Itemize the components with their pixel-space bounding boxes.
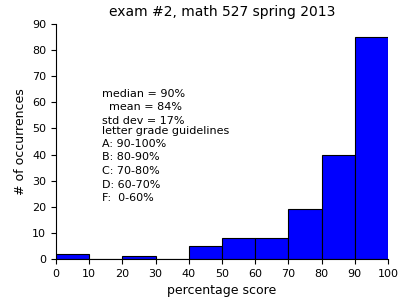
Text: D: 60-70%: D: 60-70% [102, 180, 161, 190]
Text: C: 70-80%: C: 70-80% [102, 166, 160, 176]
Text: median = 90%
  mean = 84%
std dev = 17%: median = 90% mean = 84% std dev = 17% [102, 89, 186, 126]
Bar [255, 238, 288, 259]
Bar [222, 238, 255, 259]
Bar [288, 209, 322, 259]
X-axis label: percentage score: percentage score [167, 284, 277, 297]
Text: A: 90-100%: A: 90-100% [102, 139, 167, 149]
Title: exam #2, math 527 spring 2013: exam #2, math 527 spring 2013 [109, 5, 335, 19]
Text: letter grade guidelines: letter grade guidelines [102, 126, 230, 136]
Text: B: 80-90%: B: 80-90% [102, 152, 160, 163]
Bar [122, 256, 156, 259]
Bar [189, 246, 222, 259]
Bar [355, 37, 388, 259]
Bar [56, 254, 89, 259]
Y-axis label: # of occurrences: # of occurrences [14, 88, 26, 195]
Bar [322, 154, 355, 259]
Text: F:  0-60%: F: 0-60% [102, 193, 154, 203]
